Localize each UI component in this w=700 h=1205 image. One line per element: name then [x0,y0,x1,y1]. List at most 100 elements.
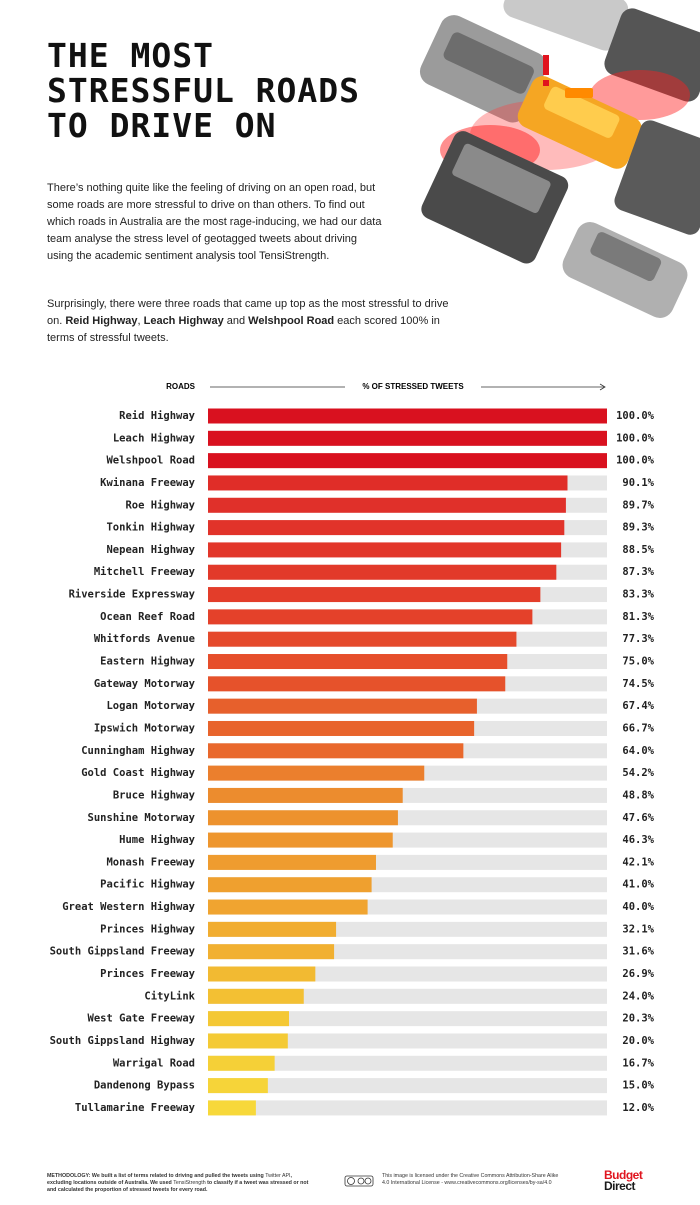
bar [208,743,464,759]
license: This image is licensed under the Creativ… [382,1173,559,1186]
road-label: Welshpool Road [106,455,195,467]
text-segment: each scored 100% in terms of stressful t… [47,315,440,344]
bar [208,1011,289,1027]
road-label: Ipswich Motorway [94,722,196,734]
text-segment: Leach Highway [143,315,224,327]
value-label: 32.1% [622,923,654,935]
text-segment: We built a list of terms related to driv… [90,1173,266,1179]
bar [208,654,508,670]
illustration [419,0,700,318]
value-label: 47.6% [622,812,654,824]
value-label: 77.3% [622,633,654,645]
bar [208,520,565,536]
road-label: Hume Highway [119,834,196,846]
road-label: Riverside Expressway [69,589,196,601]
cc-badge [344,1175,374,1187]
title: THE MOST STRESSFUL ROADS TO DRIVE ON [47,38,360,143]
logo: Budget Direct [604,1168,643,1193]
methodology: METHODOLOGY: We built a list of terms re… [47,1173,312,1194]
text-segment: Twitter API [265,1173,291,1179]
road-label: Cunningham Highway [81,745,195,757]
road-label: Logan Motorway [106,700,195,712]
value-label: 74.5% [622,678,654,690]
value-label: 20.3% [622,1013,654,1025]
bar [208,430,607,446]
road-label: Great Western Highway [62,901,195,913]
road-label: Ocean Reef Road [100,611,195,623]
value-label: 24.0% [622,990,654,1002]
bar [208,408,607,424]
value-label: 12.0% [622,1102,654,1114]
text-segment: Reid Highway [65,315,138,327]
bar [208,854,376,870]
road-label: Tullamarine Freeway [75,1102,196,1114]
text-segment: to classify if a tweet was stressed or n… [47,1180,309,1193]
road-label: South Gippsland Freeway [50,946,196,958]
bar [208,787,403,803]
title-line: THE MOST [47,36,214,75]
value-label: 40.0% [622,901,654,913]
logo-word: Direct [604,1179,636,1193]
bar [208,921,337,937]
header-bg [345,381,481,393]
road-label: Mitchell Freeway [94,566,196,578]
road-label: Eastern Highway [100,656,196,668]
column-header: ROADS [166,382,196,391]
value-label: 100.0% [616,410,655,422]
text-segment: Welshpool Road [248,315,335,327]
bar [208,475,568,491]
title-line: STRESSFUL ROADS [47,71,361,110]
value-label: 88.5% [622,544,654,556]
bar [208,765,425,781]
bar [208,609,533,625]
bar [208,676,506,692]
text-segment: METHODOLOGY: [47,1173,91,1179]
value-label: 26.9% [622,968,654,980]
road-label: Monash Freeway [106,856,195,868]
logo-word: Budget [604,1168,643,1182]
bar-track [208,1078,607,1094]
road-label: Whitfords Avenue [94,633,195,645]
road-label: Reid Highway [119,410,196,422]
value-label: 100.0% [616,455,655,467]
bar [208,497,566,513]
bar-track [208,1100,607,1116]
bar-track [208,988,607,1004]
road-label: Princes Highway [100,923,196,935]
title-line: TO DRIVE ON [47,106,277,145]
column-header: % OF STRESSED TWEETS [362,382,464,391]
value-label: 87.3% [622,566,654,578]
road-label: Kwinana Freeway [100,477,196,489]
road-label: Tonkin Highway [106,522,195,534]
bar [208,564,557,580]
chart: ROADS % OF STRESSED TWEETS Reid Highway 1… [50,381,655,1116]
text-segment: Surprisingly, there were three roads tha… [47,298,449,327]
value-label: 16.7% [622,1057,654,1069]
text-segment: , excluding locations outside of Austral… [47,1173,292,1186]
road-label: South Gippsland Highway [50,1035,196,1047]
road-label: Leach Highway [113,432,196,444]
value-label: 46.3% [622,834,654,846]
text-segment: and [223,315,249,327]
road-label: Nepean Highway [106,544,195,556]
value-label: 89.3% [622,522,654,534]
road-label: Dandenong Bypass [94,1080,195,1092]
value-label: 20.0% [622,1035,654,1047]
road-label: Sunshine Motorway [88,812,196,824]
road-label: Roe Highway [125,499,195,511]
intro-paragraph: Surprisingly, there were three roads tha… [47,296,457,347]
bar [208,832,393,848]
value-label: 67.4% [622,700,654,712]
bar [208,988,304,1004]
bar [208,966,316,982]
road-label: Bruce Highway [113,789,196,801]
bar [208,1055,275,1071]
bar [208,1033,288,1049]
bar [208,631,517,647]
value-label: 90.1% [622,477,654,489]
arrow-head [599,383,606,391]
value-label: 89.7% [622,499,654,511]
bar [208,453,607,469]
